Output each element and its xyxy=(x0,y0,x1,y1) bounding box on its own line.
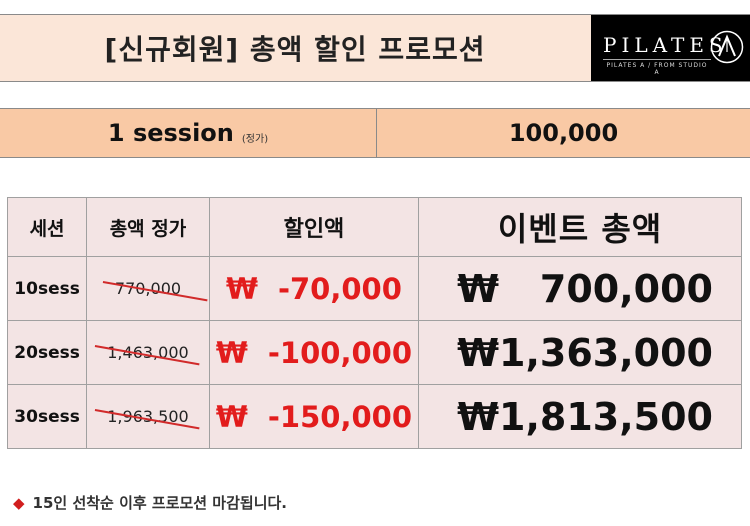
discount-amount: -70,000 xyxy=(277,271,402,306)
row-discount: ₩ -150,000 xyxy=(208,384,420,449)
single-session-bar: 1 session (정가) 100,000 xyxy=(0,108,750,158)
table-row: 30sess 1,963,500 ₩ -150,000 ₩ 1,813,500 xyxy=(6,384,742,449)
won-icon: ₩ xyxy=(215,399,248,434)
row-session: 10sess xyxy=(6,256,88,321)
row-original: 1,463,000 xyxy=(86,320,210,385)
row-original: 770,000 xyxy=(86,256,210,321)
original-price: 1,963,500 xyxy=(95,407,200,429)
promo-header: [신규회원] 총액 할인 프로모션 PILATES PILATES A / FR… xyxy=(0,14,750,82)
table-row: 20sess 1,463,000 ₩ -100,000 ₩ 1,363,000 xyxy=(6,320,742,385)
table-header-row: 세션 총액 정가 할인액 이벤트 총액 xyxy=(6,197,742,257)
promo-table: 세션 총액 정가 할인액 이벤트 총액 10sess 770,000 ₩ -70… xyxy=(6,197,742,449)
header-session: 세션 xyxy=(6,197,88,257)
event-total-amount: 1,363,000 xyxy=(499,330,713,375)
pilates-logo: PILATES PILATES A / FROM STUDIO A xyxy=(591,15,750,81)
header-discount: 할인액 xyxy=(208,197,420,257)
row-session: 20sess xyxy=(6,320,88,385)
event-total-amount: 700,000 xyxy=(539,266,713,311)
won-icon: ₩ xyxy=(215,335,248,370)
logo-a-icon xyxy=(710,30,744,64)
event-total-amount: 1,813,500 xyxy=(499,394,713,439)
won-icon: ₩ xyxy=(457,330,499,375)
diamond-bullet-icon: ◆ xyxy=(13,494,25,512)
logo-wordmark: PILATES xyxy=(603,33,728,57)
row-discount: ₩ -100,000 xyxy=(208,320,420,385)
table-row: 10sess 770,000 ₩ -70,000 ₩ 700,000 xyxy=(6,256,742,321)
won-icon: ₩ xyxy=(225,271,258,306)
promo-notice: ◆ 15인 선착순 이후 프로모션 마감됩니다. xyxy=(13,492,287,513)
original-price: 1,463,000 xyxy=(95,343,200,365)
session-tag: (정가) xyxy=(241,133,269,145)
discount-amount: -150,000 xyxy=(267,399,412,434)
original-price: 770,000 xyxy=(102,279,208,301)
row-original: 1,963,500 xyxy=(86,384,210,449)
notice-text: 15인 선착순 이후 프로모션 마감됩니다. xyxy=(32,494,288,512)
row-session: 30sess xyxy=(6,384,88,449)
row-discount: ₩ -70,000 xyxy=(208,256,420,321)
discount-amount: -100,000 xyxy=(267,335,412,370)
logo-tagline: PILATES A / FROM STUDIO A xyxy=(603,59,711,76)
single-session-price: 100,000 xyxy=(508,119,619,147)
session-name: 1 session xyxy=(107,119,234,147)
header-event-total: 이벤트 총액 xyxy=(418,197,742,257)
won-icon: ₩ xyxy=(457,266,499,311)
row-total: ₩ 1,813,500 xyxy=(418,384,742,449)
row-total: ₩ 1,363,000 xyxy=(418,320,742,385)
promo-title: [신규회원] 총액 할인 프로모션 xyxy=(104,33,486,66)
row-total: ₩ 700,000 xyxy=(418,256,742,321)
won-icon: ₩ xyxy=(457,394,499,439)
single-session-label: 1 session (정가) xyxy=(0,109,377,157)
header-original-total: 총액 정가 xyxy=(86,197,210,257)
